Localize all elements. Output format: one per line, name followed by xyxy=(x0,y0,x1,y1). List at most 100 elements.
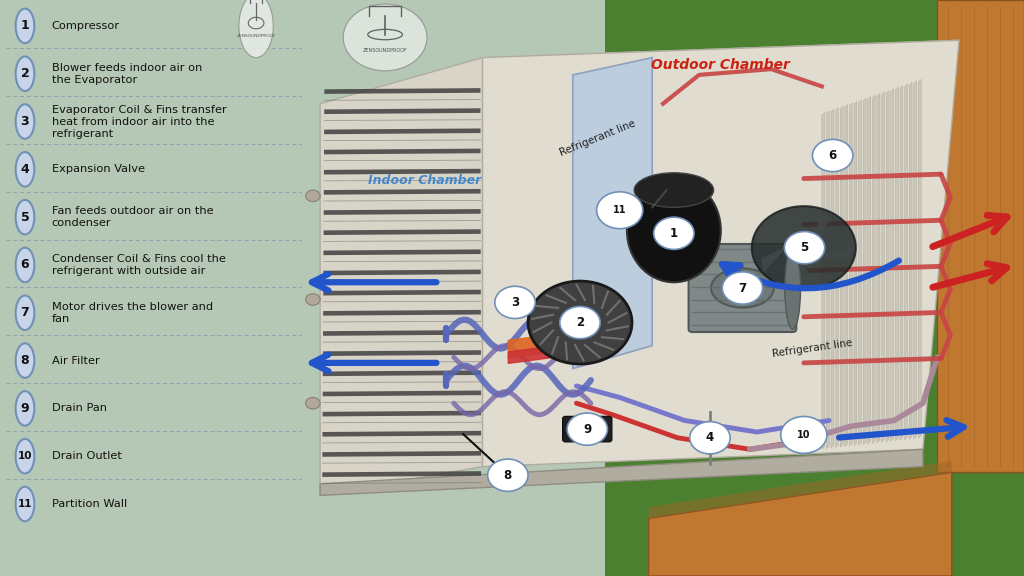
Text: 2: 2 xyxy=(575,316,584,329)
Polygon shape xyxy=(324,149,480,154)
Circle shape xyxy=(15,439,35,473)
Circle shape xyxy=(722,272,763,304)
Polygon shape xyxy=(863,98,866,445)
Polygon shape xyxy=(841,106,843,447)
Polygon shape xyxy=(909,82,912,439)
Polygon shape xyxy=(572,58,652,369)
Circle shape xyxy=(15,343,35,378)
Circle shape xyxy=(343,4,427,71)
Text: Indoor Chamber: Indoor Chamber xyxy=(369,175,481,187)
Polygon shape xyxy=(324,189,480,195)
Polygon shape xyxy=(321,58,482,495)
Circle shape xyxy=(306,294,321,305)
Polygon shape xyxy=(482,40,959,467)
Circle shape xyxy=(306,397,321,409)
Ellipse shape xyxy=(627,179,721,282)
Text: Refrigerant line: Refrigerant line xyxy=(558,118,637,157)
Polygon shape xyxy=(325,128,480,134)
FancyBboxPatch shape xyxy=(563,416,611,442)
Text: Refrigerant line: Refrigerant line xyxy=(771,338,853,359)
Polygon shape xyxy=(321,449,923,495)
Polygon shape xyxy=(323,370,481,376)
Text: 10: 10 xyxy=(797,430,811,440)
Polygon shape xyxy=(764,219,807,240)
Polygon shape xyxy=(324,229,480,235)
Text: 1: 1 xyxy=(20,20,30,32)
Polygon shape xyxy=(324,270,480,275)
Polygon shape xyxy=(882,92,885,442)
Polygon shape xyxy=(323,451,481,457)
Polygon shape xyxy=(648,461,952,518)
Text: 6: 6 xyxy=(828,149,837,162)
Text: 4: 4 xyxy=(20,163,30,176)
Polygon shape xyxy=(937,0,1024,472)
Polygon shape xyxy=(814,210,829,248)
Text: 1: 1 xyxy=(670,227,678,240)
Text: 7: 7 xyxy=(20,306,30,319)
Polygon shape xyxy=(850,103,852,446)
Polygon shape xyxy=(854,101,857,446)
Circle shape xyxy=(15,152,35,187)
Text: 6: 6 xyxy=(20,259,30,271)
Polygon shape xyxy=(904,84,907,440)
Circle shape xyxy=(15,295,35,330)
Polygon shape xyxy=(872,95,876,444)
Polygon shape xyxy=(831,109,834,448)
Circle shape xyxy=(793,239,815,256)
Circle shape xyxy=(567,312,593,333)
Circle shape xyxy=(15,200,35,234)
Polygon shape xyxy=(826,111,829,449)
Circle shape xyxy=(597,192,643,229)
Text: Expansion Valve: Expansion Valve xyxy=(51,164,144,175)
Circle shape xyxy=(15,56,35,91)
Circle shape xyxy=(780,416,827,453)
Circle shape xyxy=(487,459,528,491)
Text: 9: 9 xyxy=(583,423,592,435)
Polygon shape xyxy=(648,472,952,576)
Polygon shape xyxy=(323,431,481,437)
Ellipse shape xyxy=(711,268,774,308)
Polygon shape xyxy=(323,411,481,416)
Polygon shape xyxy=(324,310,481,316)
Polygon shape xyxy=(324,169,480,175)
Polygon shape xyxy=(845,104,848,446)
Ellipse shape xyxy=(784,247,801,329)
Text: 7: 7 xyxy=(738,282,746,294)
Ellipse shape xyxy=(696,422,724,454)
Polygon shape xyxy=(338,40,959,138)
Polygon shape xyxy=(891,89,894,441)
Polygon shape xyxy=(325,88,480,94)
Circle shape xyxy=(15,104,35,139)
Circle shape xyxy=(812,139,853,172)
Circle shape xyxy=(15,487,35,521)
Polygon shape xyxy=(324,290,481,295)
Polygon shape xyxy=(302,0,605,576)
Text: ZENSOUNDPROOF: ZENSOUNDPROOF xyxy=(237,35,275,38)
Text: Partition Wall: Partition Wall xyxy=(51,499,127,509)
Text: Evaporator Coil & Fins transfer
heat from indoor air into the
refrigerant: Evaporator Coil & Fins transfer heat fro… xyxy=(51,104,226,139)
Text: Blower feeds indoor air on
the Evaporator: Blower feeds indoor air on the Evaporato… xyxy=(51,63,202,85)
Circle shape xyxy=(752,206,856,289)
Polygon shape xyxy=(807,248,853,258)
Text: 3: 3 xyxy=(20,115,30,128)
Polygon shape xyxy=(836,108,839,448)
Text: Condenser Coil & Fins cool the
refrigerant with outside air: Condenser Coil & Fins cool the refrigera… xyxy=(51,254,225,276)
Polygon shape xyxy=(325,108,480,114)
Circle shape xyxy=(15,9,35,43)
Polygon shape xyxy=(895,87,898,441)
Polygon shape xyxy=(323,471,481,477)
Circle shape xyxy=(653,217,694,249)
Text: 10: 10 xyxy=(17,451,32,461)
Text: Air Filter: Air Filter xyxy=(51,355,99,366)
Circle shape xyxy=(567,413,607,445)
Text: 11: 11 xyxy=(17,499,32,509)
Polygon shape xyxy=(877,93,880,443)
Polygon shape xyxy=(324,209,480,215)
Polygon shape xyxy=(822,112,824,449)
Polygon shape xyxy=(795,252,819,285)
Polygon shape xyxy=(323,391,481,396)
Text: 8: 8 xyxy=(504,469,512,482)
Polygon shape xyxy=(762,243,796,271)
Circle shape xyxy=(306,190,321,202)
Text: Motor drives the blower and
fan: Motor drives the blower and fan xyxy=(51,302,213,324)
